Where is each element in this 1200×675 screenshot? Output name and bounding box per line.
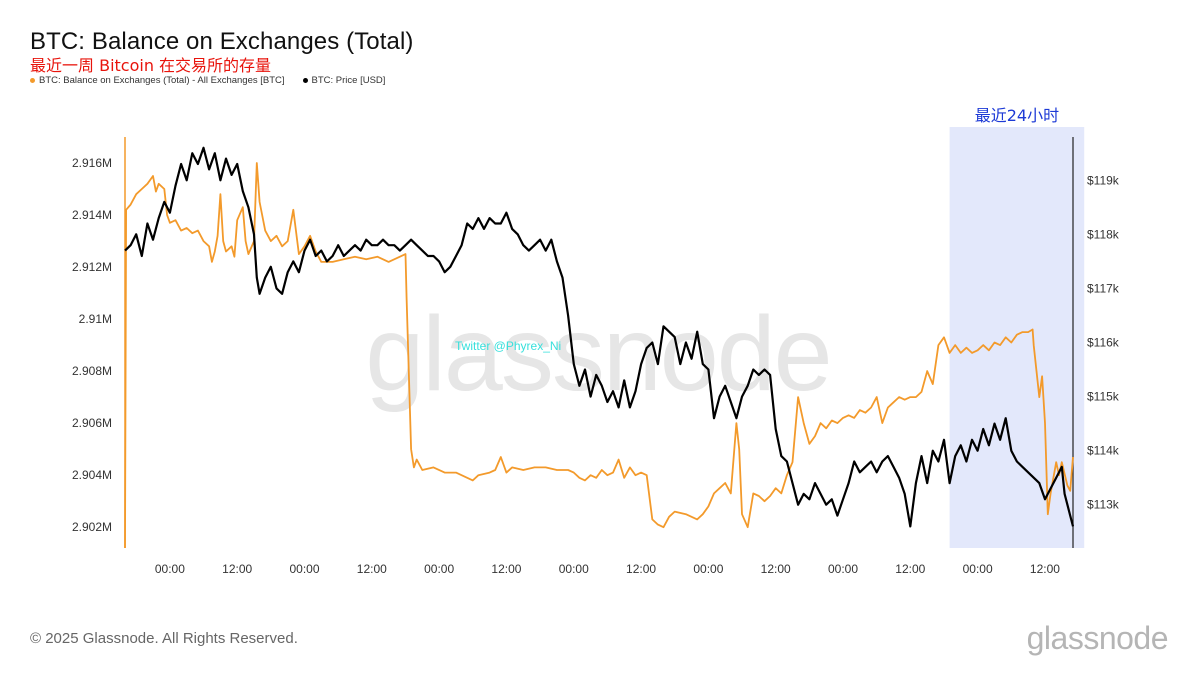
x-tick-label-2: 00:00: [289, 562, 319, 576]
x-tick-label-4: 00:00: [424, 562, 454, 576]
x-tick-label-7: 12:00: [626, 562, 656, 576]
highlight-band: [949, 127, 1085, 548]
x-tick-label-3: 12:00: [357, 562, 387, 576]
x-tick-label-1: 12:00: [222, 562, 252, 576]
watermark-text: glassnode: [365, 295, 830, 413]
x-tick-label-6: 00:00: [559, 562, 589, 576]
series-layer: [124, 146, 1075, 549]
y-left-tick-label-2: 2.906M: [72, 416, 112, 430]
legend-dot-price: [302, 78, 308, 83]
legend-dot-balance: [30, 78, 35, 83]
x-tick-label-11: 12:00: [895, 562, 925, 576]
highlight-label: 最近24小时: [975, 106, 1059, 125]
legend-item-price[interactable]: BTC: Price [USD]: [302, 75, 386, 86]
y-left-tick-label-3: 2.908M: [72, 364, 112, 378]
y-left-tick-label-6: 2.914M: [72, 208, 112, 222]
y-right-tick-label-6: $119k: [1087, 173, 1120, 187]
y-right-tick-label-4: $117k: [1087, 281, 1120, 295]
chart-legend: BTC: Balance on Exchanges (Total) - All …: [30, 75, 385, 86]
y-left-tick-label-0: 2.902M: [72, 520, 112, 534]
legend-item-balance[interactable]: BTC: Balance on Exchanges (Total) - All …: [30, 75, 285, 86]
x-tick-label-9: 12:00: [761, 562, 791, 576]
x-tick-label-8: 00:00: [693, 562, 723, 576]
x-tick-label-12: 00:00: [963, 562, 993, 576]
y-right-tick-label-0: $113k: [1087, 498, 1120, 512]
chart-subtitle: 最近一周 Bitcoin 在交易所的存量: [30, 56, 272, 75]
highlight-layer: 最近24小时: [949, 106, 1085, 548]
y-right-tick-label-1: $114k: [1087, 444, 1120, 458]
twitter-annotation: Twitter @Phyrex_Ni: [455, 339, 561, 353]
y-right-tick-label-5: $118k: [1087, 227, 1120, 241]
y-left-tick-label-5: 2.912M: [72, 260, 112, 274]
y-left-tick-label-4: 2.91M: [79, 312, 112, 326]
copyright-text: © 2025 Glassnode. All Rights Reserved.: [30, 630, 298, 647]
y-left-tick-label-1: 2.904M: [72, 468, 112, 482]
glassnode-logo[interactable]: glassnode: [1026, 620, 1169, 656]
chart-title: BTC: Balance on Exchanges (Total): [30, 28, 414, 55]
x-tick-label-5: 12:00: [491, 562, 521, 576]
x-tick-label-13: 12:00: [1030, 562, 1060, 576]
series-line-price: [124, 146, 1075, 528]
y-right-tick-label-2: $115k: [1087, 390, 1120, 404]
y-right-tick-label-3: $116k: [1087, 336, 1120, 350]
legend-label-price: BTC: Price [USD]: [311, 75, 386, 86]
y-left-tick-label-7: 2.916M: [72, 156, 112, 170]
series-line-balance: [124, 162, 1074, 549]
x-tick-label-0: 00:00: [155, 562, 185, 576]
x-tick-label-10: 00:00: [828, 562, 858, 576]
legend-label-balance: BTC: Balance on Exchanges (Total) - All …: [39, 75, 285, 86]
